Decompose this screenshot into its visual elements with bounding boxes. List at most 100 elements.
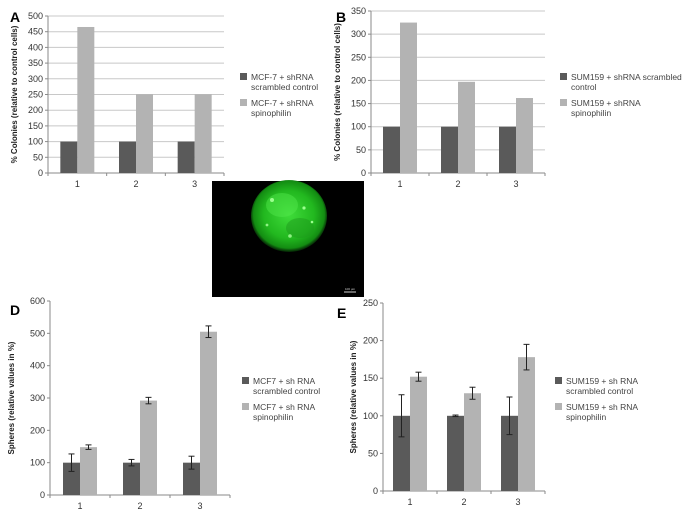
legend-swatch	[560, 99, 567, 106]
chart-panel-e: E 0 50 100 150 200 250 1 2 3 Spheres (relative val…	[337, 298, 638, 507]
x-tick-label: 2	[133, 179, 138, 189]
bar-series-2-cat-1	[77, 26, 95, 173]
panel-letter: B	[336, 9, 346, 25]
y-tick-label: 100	[28, 137, 43, 147]
bar-series-2-cat-3	[516, 98, 533, 173]
x-tick-label: 1	[75, 179, 80, 189]
bar-series-1-cat-2	[119, 141, 136, 173]
legend-swatch	[242, 403, 249, 410]
legend-label: MCF7 + sh RNA	[253, 376, 315, 386]
y-tick-label: 150	[28, 121, 43, 131]
y-tick-label: 250	[351, 52, 366, 62]
y-tick-label: 0	[361, 168, 366, 178]
bar-series-1-cat-2	[441, 126, 458, 173]
cell-speckle	[270, 198, 274, 202]
y-tick-label: 200	[363, 336, 378, 346]
y-tick-label: 600	[30, 296, 45, 306]
y-tick-label: 350	[351, 6, 366, 16]
y-tick-label: 0	[40, 490, 45, 500]
x-tick-label: 3	[515, 497, 520, 507]
y-axis-label: % Colonies (relative to control cells)	[10, 25, 19, 163]
x-tick-label: 2	[461, 497, 466, 507]
bar-series-1-cat-3	[501, 415, 518, 491]
legend-label: MCF-7 + shRNA	[251, 98, 314, 108]
y-axis-label: Spheres (relative values in %)	[7, 341, 16, 454]
bar-series-2-cat-3	[194, 94, 212, 173]
fluorescent-cell-sphere	[251, 180, 327, 252]
y-tick-label: 0	[373, 486, 378, 496]
chart-panel-a: A 0 50 100 150 200 250 300 350 400 450 500 1 2 3 % Colo…	[10, 9, 318, 189]
legend-label: SUM159 + sh RNA	[566, 376, 638, 386]
y-tick-label: 250	[28, 90, 43, 100]
y-tick-label: 150	[363, 373, 378, 383]
micrograph-panel-c: 100 µm C	[212, 180, 364, 297]
y-tick-label: 350	[28, 58, 43, 68]
y-tick-label: 500	[28, 11, 43, 21]
legend-label: scrambled control	[251, 82, 318, 92]
legend-swatch	[555, 403, 562, 410]
legend-label: spinophilin	[253, 412, 293, 422]
y-tick-label: 500	[30, 328, 45, 338]
y-tick-label: 300	[28, 74, 43, 84]
y-tick-label: 50	[33, 152, 43, 162]
x-tick-label: 3	[513, 179, 518, 189]
panel-letter: A	[10, 9, 20, 25]
y-tick-label: 100	[363, 411, 378, 421]
legend-swatch	[555, 377, 562, 384]
cell-texture	[286, 218, 314, 238]
y-tick-label: 400	[30, 361, 45, 371]
x-tick-label: 1	[397, 179, 402, 189]
y-tick-label: 50	[368, 448, 378, 458]
bar-series-2-cat-1	[400, 22, 417, 174]
legend-label: MCF7 + sh RNA	[253, 402, 315, 412]
bar-series-2-cat-3	[518, 357, 535, 491]
y-tick-label: 150	[351, 99, 366, 109]
x-tick-label: 2	[137, 501, 142, 511]
cell-speckle	[265, 223, 269, 227]
panel-letter-c: C	[218, 202, 228, 218]
y-tick-label: 400	[28, 42, 43, 52]
bar-series-2-cat-2	[458, 81, 475, 173]
legend-swatch	[242, 377, 249, 384]
legend-label: SUM159 + shRNA scrambled	[571, 72, 682, 82]
y-tick-label: 250	[363, 298, 378, 308]
bar-series-1-cat-3	[499, 126, 516, 173]
legend-label: scrambled control	[253, 386, 320, 396]
bar-series-1-cat-1	[63, 462, 80, 495]
cell-speckle	[302, 206, 306, 210]
bar-series-2-cat-2	[136, 94, 153, 173]
legend-label: MCF-7 + shRNA	[251, 72, 314, 82]
bar-series-2-cat-1	[80, 447, 97, 495]
bar-series-1-cat-3	[183, 462, 200, 495]
bar-series-1-cat-2	[123, 462, 140, 495]
legend-swatch	[240, 99, 247, 106]
chart-panel-d: D 0 100 200 300 400 500 600 1 2 3 Spheres (relative…	[7, 296, 320, 511]
cell-speckle	[288, 234, 292, 238]
legend-label: SUM159 + shRNA	[571, 98, 641, 108]
legend-label: spinophilin	[251, 108, 291, 118]
chart-panel-b: B 0 50 100 150 200 250 300 350 1 2 3 % Colonies (rel…	[333, 6, 682, 189]
y-axis-label: Spheres (relative values in %)	[349, 340, 358, 453]
legend-label: spinophilin	[566, 412, 606, 422]
cell-speckle	[310, 220, 314, 224]
x-tick-label: 2	[455, 179, 460, 189]
panel-letter: D	[10, 302, 20, 318]
y-tick-label: 100	[30, 458, 45, 468]
y-axis-label: % Colonies (relative to control cells)	[333, 23, 342, 161]
scale-bar-label: 100 µm	[345, 287, 356, 291]
bar-series-2-cat-2	[464, 393, 481, 491]
y-tick-label: 0	[38, 168, 43, 178]
x-tick-label: 1	[77, 501, 82, 511]
y-tick-label: 300	[30, 393, 45, 403]
legend-label: scrambled control	[566, 386, 633, 396]
bar-series-2-cat-3	[200, 331, 217, 495]
bar-series-1-cat-1	[383, 126, 400, 173]
legend-label: SUM159 + sh RNA	[566, 402, 638, 412]
legend-swatch	[560, 73, 567, 80]
bar-series-1-cat-1	[393, 415, 410, 491]
y-tick-label: 450	[28, 27, 43, 37]
x-tick-label: 3	[192, 179, 197, 189]
bar-series-2-cat-1	[410, 376, 427, 491]
x-tick-label: 1	[407, 497, 412, 507]
